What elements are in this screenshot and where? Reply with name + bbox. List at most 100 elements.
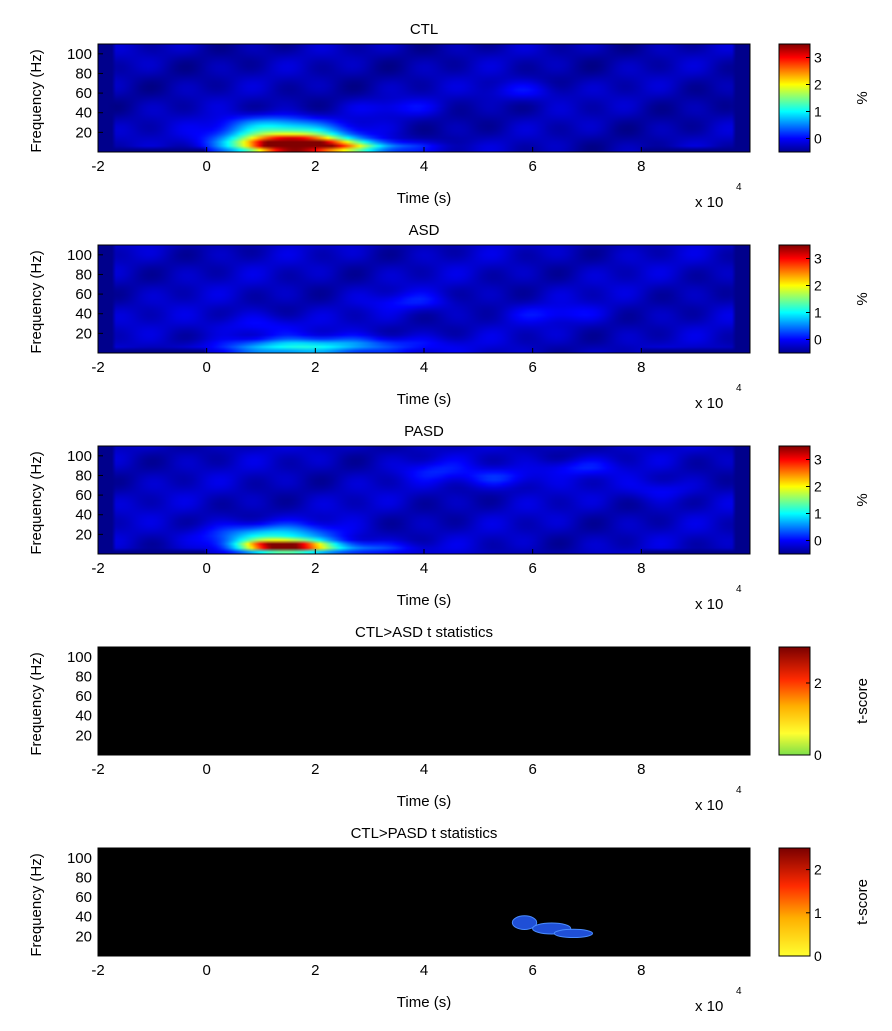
x-tick-label: 2 [311,962,319,979]
y-tick-label: 60 [75,85,92,102]
x-tick-label: 6 [528,158,536,175]
y-tick-label: 40 [75,306,92,323]
x-tick-label: -2 [91,761,104,778]
panel-title: ASD [409,222,440,239]
heatmap-image [98,647,750,755]
y-axis-label: Frequency (Hz) [28,451,45,554]
colorbar-tick-label: 1 [814,305,822,321]
colorbar-tick-label: 1 [814,104,822,120]
x-tick-label: 4 [420,158,428,175]
x-tick-label: 2 [311,560,319,577]
x-axis-label: Time (s) [397,592,451,609]
y-tick-label: 100 [67,850,92,867]
x-tick-label: -2 [91,158,104,175]
colorbar-tick-label: 2 [814,675,822,691]
x-exponent: 4 [736,785,742,796]
heatmap-image [98,44,750,152]
y-tick-label: 60 [75,688,92,705]
y-tick-label: 40 [75,708,92,725]
colorbar-tick-label: 2 [814,479,822,495]
x-exponent: 4 [736,182,742,193]
colorbar-tick-label: 2 [814,77,822,93]
colorbar-label: % [854,292,871,305]
x-tick-label: 0 [202,359,210,376]
y-axis-label: Frequency (Hz) [28,853,45,956]
colorbar-label: % [854,91,871,104]
colorbar-tick-label: 3 [814,452,822,468]
x-tick-label: 8 [637,359,645,376]
x-tick-label: 0 [202,962,210,979]
x-tick-label: 4 [420,962,428,979]
colorbar [778,847,811,957]
panel-title: CTL>ASD t statistics [355,624,493,641]
y-tick-label: 80 [75,869,92,886]
x-tick-label: 6 [528,359,536,376]
x-tick-label: 4 [420,560,428,577]
colorbar-tick-label: 0 [814,131,822,147]
colorbar [778,43,811,153]
y-tick-label: 60 [75,889,92,906]
x-tick-label: -2 [91,560,104,577]
y-axis-label: Frequency (Hz) [28,49,45,152]
x-exponent: 4 [736,584,742,595]
heatmap-image [98,446,750,554]
panel-title: PASD [404,423,444,440]
x-tick-label: 6 [528,962,536,979]
colorbar-label: t-score [854,678,871,724]
panel-title: CTL>PASD t statistics [351,825,498,842]
x-tick-label: 2 [311,158,319,175]
x-tick-label: 2 [311,761,319,778]
y-tick-label: 80 [75,668,92,685]
significant-region [553,928,594,939]
colorbar-tick-label: 3 [814,50,822,66]
x-tick-label: 8 [637,962,645,979]
x-tick-label: 8 [637,158,645,175]
colorbar-label: t-score [854,879,871,925]
y-tick-label: 40 [75,507,92,524]
y-tick-label: 60 [75,286,92,303]
x-tick-label: 0 [202,761,210,778]
colorbar-tick-label: 2 [814,278,822,294]
x-tick-label: 6 [528,761,536,778]
panel-5: CTL>PASD t statistics-2 0 2 4 6 820406080100T… [28,825,871,1015]
y-tick-label: 80 [75,266,92,283]
y-axis-label: Frequency (Hz) [28,250,45,353]
y-tick-label: 100 [67,46,92,63]
colorbar-tick-label: 0 [814,332,822,348]
x-axis-label: Time (s) [397,391,451,408]
colorbar [778,646,811,756]
colorbar-tick-label: 0 [814,747,822,763]
y-tick-label: 20 [75,727,92,744]
x-tick-label: 0 [202,560,210,577]
colorbar-tick-label: 0 [814,948,822,964]
y-tick-label: 100 [67,649,92,666]
x-axis-label: Time (s) [397,793,451,810]
colorbar [778,445,811,555]
panel-title: CTL [410,21,438,38]
x-axis-label: Time (s) [397,994,451,1011]
panel-4: CTL>ASD t statistics-2 0 2 4 6 820406080100Ti… [28,624,871,814]
x-exponent-label: x 10 [695,596,723,613]
x-exponent-label: x 10 [695,797,723,814]
colorbar [778,244,811,354]
y-tick-label: 20 [75,325,92,342]
x-tick-label: 0 [202,158,210,175]
heatmap-image [98,245,750,353]
heatmap-image [98,848,750,956]
x-tick-label: 4 [420,359,428,376]
x-tick-label: -2 [91,962,104,979]
x-exponent-label: x 10 [695,194,723,211]
colorbar-tick-label: 0 [814,533,822,549]
x-exponent: 4 [736,986,742,997]
y-tick-label: 100 [67,247,92,264]
x-exponent: 4 [736,383,742,394]
y-tick-label: 20 [75,526,92,543]
y-tick-label: 20 [75,124,92,141]
x-tick-label: 2 [311,359,319,376]
colorbar-tick-label: 2 [814,862,822,878]
x-tick-label: 4 [420,761,428,778]
x-exponent-label: x 10 [695,998,723,1015]
